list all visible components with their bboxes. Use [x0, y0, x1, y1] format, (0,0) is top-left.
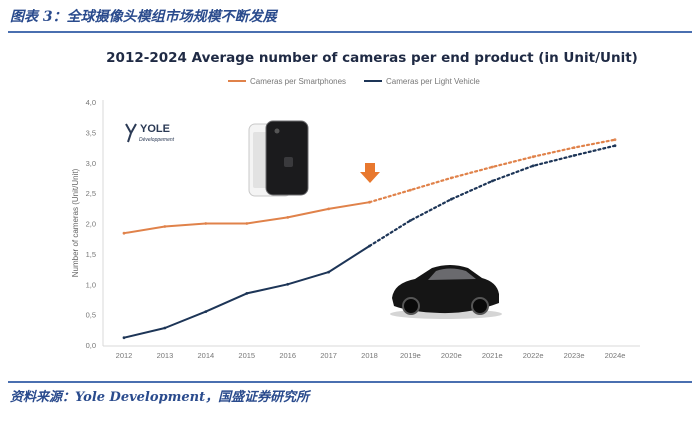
legend-label-smartphones: Cameras per Smartphones: [250, 77, 346, 86]
data-point-smartphones: [327, 207, 330, 211]
x-tick-label: 2021e: [482, 351, 503, 360]
data-point-light-vehicle: [245, 292, 249, 295]
data-point-light-vehicle: [368, 244, 371, 248]
data-point-smartphones: [572, 146, 576, 149]
data-point-light-vehicle: [204, 310, 208, 313]
data-point-smartphones: [122, 231, 126, 235]
x-tick-labels: 2012 2013 2014 2015 2016 2017 2018 2019e 2020e 20…: [116, 351, 626, 360]
source-rule: [8, 381, 692, 383]
y-tick-label: 2,0: [86, 220, 96, 229]
series-line-smartphones-actual: [123, 201, 371, 235]
data-point-smartphones: [286, 216, 290, 219]
x-tick-label: 2018: [361, 351, 378, 360]
x-tick-label: 2012: [116, 351, 133, 360]
y-tick-label: 3,5: [86, 128, 96, 137]
y-tick-labels: 0,0 0,5 1,0 1,5 2,0 2,5 3,0 3,5 4,0: [86, 98, 96, 350]
legend-label-light-vehicle: Cameras per Light Vehicle: [386, 77, 480, 86]
y-tick-label: 2,5: [86, 189, 96, 198]
chart-legend: Cameras per Smartphones Cameras per Ligh…: [228, 77, 480, 86]
data-point-smartphones: [531, 155, 535, 159]
data-point-smartphones: [368, 200, 371, 204]
data-point-light-vehicle: [409, 219, 412, 222]
data-point-light-vehicle: [531, 164, 535, 168]
x-tick-label: 2017: [320, 351, 337, 360]
data-point-light-vehicle: [490, 179, 494, 183]
data-point-light-vehicle: [449, 197, 453, 201]
x-tick-label: 2013: [157, 351, 174, 360]
x-tick-label: 2014: [197, 351, 214, 360]
car-image: [390, 265, 502, 319]
y-tick-label: 1,5: [86, 250, 96, 259]
data-point-light-vehicle: [613, 144, 617, 148]
yole-logo: YOLE Développement: [125, 123, 175, 143]
yole-logo-brand: YOLE: [140, 123, 170, 135]
smartphone-image: [248, 120, 309, 197]
y-tick-label: 1,0: [86, 280, 96, 289]
x-tick-label: 2022e: [523, 351, 544, 360]
line-chart: 2012-2024 Average number of cameras per …: [71, 50, 640, 360]
data-point-light-vehicle: [572, 154, 576, 157]
yole-mark-icon: [125, 123, 137, 143]
data-point-smartphones: [409, 188, 412, 192]
x-tick-label: 2016: [279, 351, 296, 360]
series-line-smartphones-forecast: [368, 138, 617, 204]
data-point-light-vehicle: [122, 336, 126, 340]
yole-logo-sub: Développement: [139, 137, 175, 143]
chart-title: 2012-2024 Average number of cameras per …: [106, 50, 638, 66]
data-point-light-vehicle: [286, 282, 290, 286]
y-tick-label: 0,5: [86, 311, 96, 320]
caption-rule: [8, 31, 692, 33]
x-tick-label: 2024e: [605, 351, 626, 360]
source-note: 资料来源：Yole Development，国盛证券研究所: [10, 390, 310, 405]
y-tick-label: 4,0: [86, 98, 96, 107]
x-tick-label: 2015: [238, 351, 255, 360]
series-line-light-vehicle-forecast: [368, 144, 617, 248]
data-point-smartphones: [613, 138, 617, 142]
forecast-arrow-icon: [360, 163, 380, 183]
y-tick-label: 3,0: [86, 159, 96, 168]
series-line-light-vehicle-actual: [123, 245, 371, 339]
x-tick-label: 2023e: [564, 351, 585, 360]
x-tick-label: 2019e: [400, 351, 421, 360]
series-layer: [122, 138, 617, 340]
data-point-smartphones: [245, 222, 249, 225]
data-point-light-vehicle: [327, 270, 330, 274]
data-point-smartphones: [449, 176, 453, 180]
figure-caption: 图表 3：全球摄像头模组市场规模不断发展: [10, 9, 277, 25]
data-point-smartphones: [490, 165, 494, 169]
data-point-light-vehicle: [163, 326, 167, 330]
y-tick-label: 0,0: [86, 341, 96, 350]
x-tick-label: 2020e: [441, 351, 462, 360]
y-axis-label: Number of cameras (Unit/Unit): [71, 168, 80, 277]
data-point-smartphones: [204, 222, 208, 225]
data-point-smartphones: [163, 225, 167, 228]
